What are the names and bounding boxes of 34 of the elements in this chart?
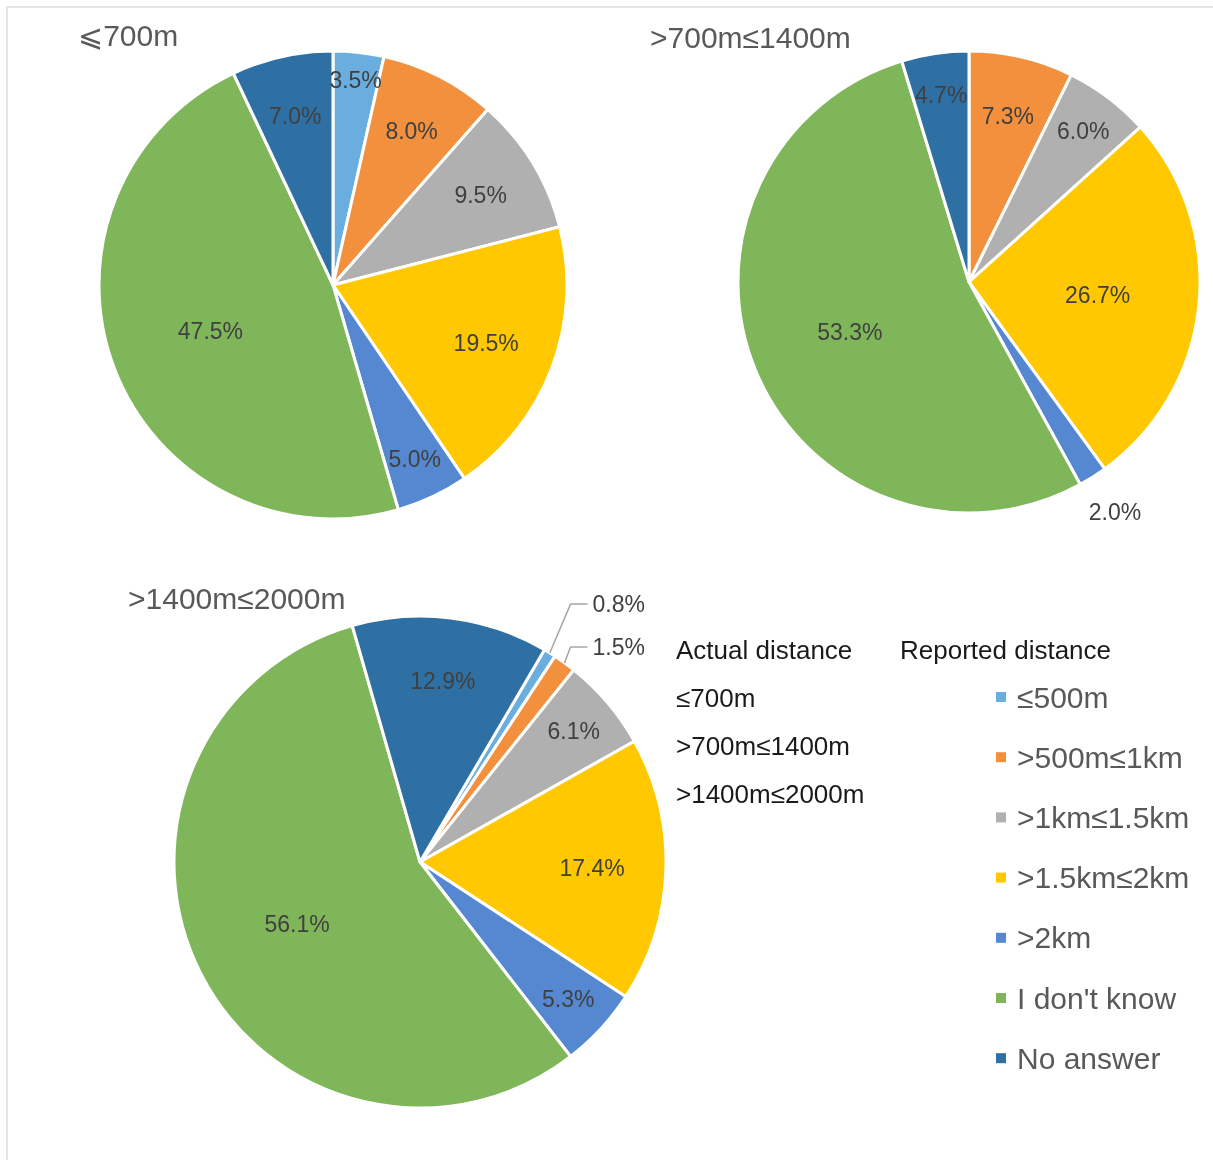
chart-title: >700m≤1400m	[650, 21, 851, 54]
text: >700m≤1400m	[676, 731, 850, 761]
legend-title: Reported distance	[900, 635, 1112, 665]
data-label: 5.0%	[388, 445, 441, 472]
data-label: 6.1%	[547, 718, 600, 745]
data-label: 26.7%	[1065, 282, 1131, 309]
text: >1400m≤2000m	[676, 779, 865, 809]
data-label: 0.8%	[592, 591, 645, 618]
legend-label: >1km≤1.5km	[1017, 800, 1190, 834]
data-label: 53.3%	[817, 319, 883, 346]
data-label: 1.5%	[592, 634, 645, 661]
legend-label: I don't know	[1017, 981, 1177, 1015]
data-label: 5.3%	[541, 985, 595, 1012]
text: ≤700m	[676, 683, 756, 713]
data-label: 2.0%	[1088, 499, 1142, 526]
data-label: 7.3%	[981, 102, 1035, 129]
data-label: 4.7%	[914, 81, 968, 108]
legend-label: >1.5km≤2km	[1017, 861, 1190, 895]
data-label: 17.4%	[559, 854, 625, 881]
data-label: 12.9%	[410, 668, 476, 695]
data-label: 8.0%	[385, 117, 438, 144]
chart-title: >1400m≤2000m	[128, 582, 346, 615]
legend-label: >500m≤1km	[1017, 740, 1183, 774]
data-label: 6.0%	[1056, 117, 1110, 144]
text: Actual distance	[676, 635, 853, 665]
data-label: 9.5%	[454, 181, 507, 208]
legend-label: No answer	[1017, 1041, 1161, 1075]
data-label: 47.5%	[177, 318, 244, 345]
chart-title: ⩽700m	[78, 19, 179, 52]
data-label: 56.1%	[264, 911, 330, 938]
data-label: 19.5%	[453, 329, 519, 356]
data-label: 7.0%	[269, 103, 322, 130]
legend-label: ≤500m	[1017, 680, 1109, 714]
legend-label: >2km	[1017, 921, 1092, 955]
